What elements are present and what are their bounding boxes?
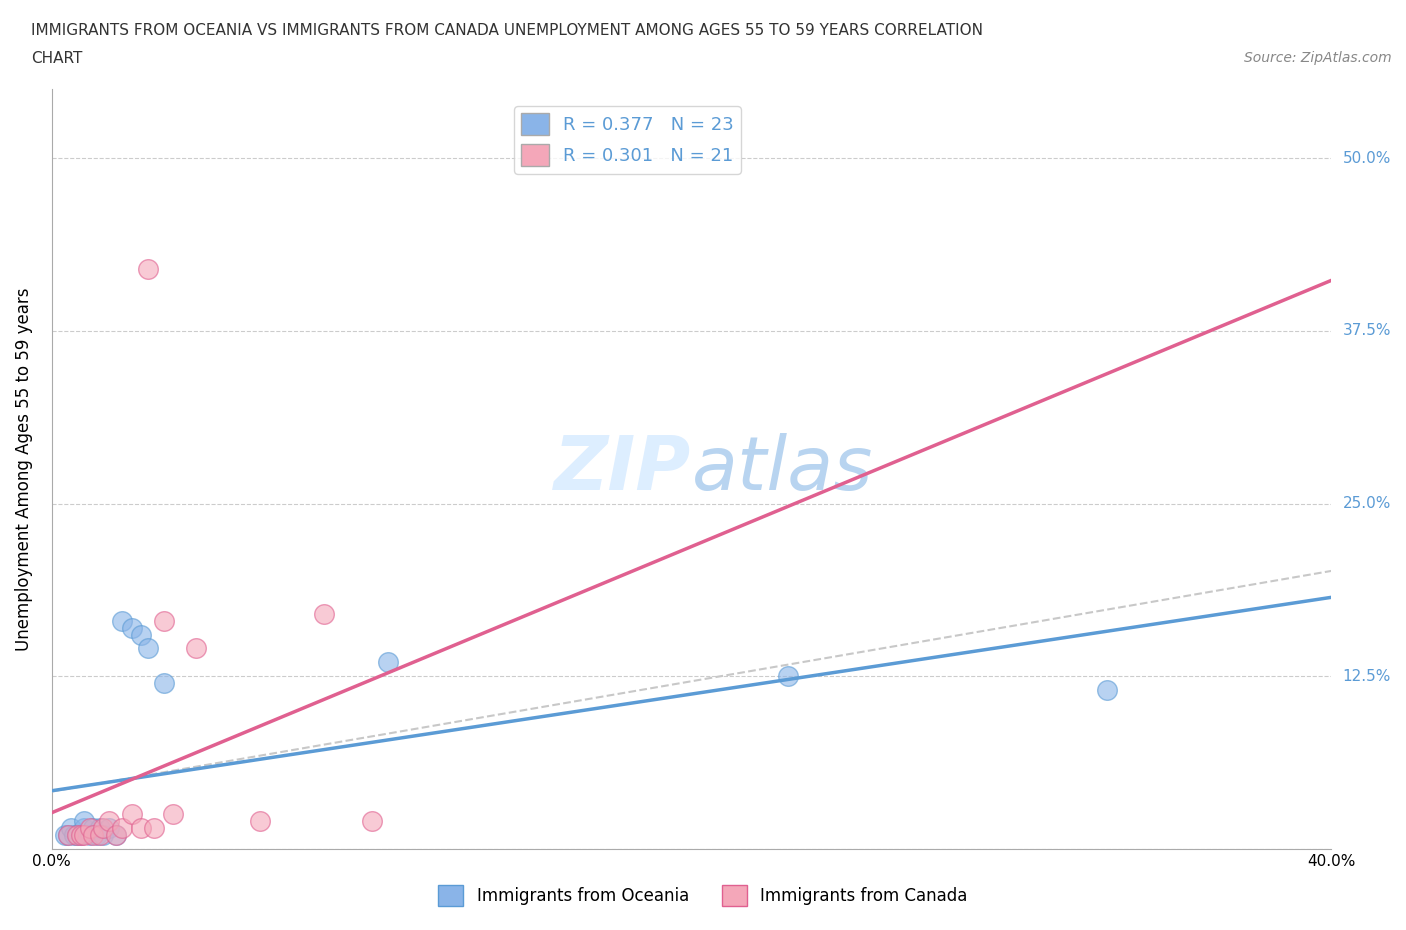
Point — [66, 828, 89, 843]
Point — [121, 806, 143, 821]
Point — [82, 820, 104, 835]
Legend: Immigrants from Oceania, Immigrants from Canada: Immigrants from Oceania, Immigrants from… — [432, 879, 974, 912]
Point — [162, 806, 184, 821]
Y-axis label: Unemployment Among Ages 55 to 59 years: Unemployment Among Ages 55 to 59 years — [15, 287, 32, 651]
Point — [111, 614, 134, 629]
Point — [312, 606, 335, 621]
Text: ZIP: ZIP — [554, 432, 692, 506]
Point — [111, 820, 134, 835]
Point — [56, 828, 79, 843]
Point — [73, 828, 96, 843]
Point — [143, 820, 166, 835]
Point — [89, 828, 111, 843]
Text: 50.0%: 50.0% — [1343, 151, 1391, 166]
Text: 37.5%: 37.5% — [1343, 324, 1391, 339]
Point — [79, 828, 101, 843]
Point — [69, 828, 91, 843]
Point — [98, 820, 121, 835]
Text: IMMIGRANTS FROM OCEANIA VS IMMIGRANTS FROM CANADA UNEMPLOYMENT AMONG AGES 55 TO : IMMIGRANTS FROM OCEANIA VS IMMIGRANTS FR… — [31, 23, 983, 38]
Point — [131, 627, 153, 642]
Point — [73, 820, 96, 835]
Point — [377, 655, 399, 670]
Point — [86, 828, 108, 843]
Point — [152, 614, 174, 629]
Point — [89, 820, 111, 835]
Point — [184, 641, 207, 656]
Point — [249, 814, 271, 829]
Point — [98, 814, 121, 829]
Point — [776, 669, 799, 684]
Point — [121, 620, 143, 635]
Point — [91, 820, 114, 835]
Point — [152, 675, 174, 690]
Point — [59, 820, 82, 835]
Point — [56, 828, 79, 843]
Point — [73, 814, 96, 829]
Point — [1097, 683, 1119, 698]
Point — [136, 261, 159, 276]
Point — [131, 820, 153, 835]
Point — [136, 641, 159, 656]
Legend: R = 0.377   N = 23, R = 0.301   N = 21: R = 0.377 N = 23, R = 0.301 N = 21 — [515, 106, 741, 174]
Point — [104, 828, 127, 843]
Point — [69, 828, 91, 843]
Point — [63, 828, 86, 843]
Text: 25.0%: 25.0% — [1343, 496, 1391, 511]
Point — [79, 820, 101, 835]
Point — [82, 828, 104, 843]
Text: CHART: CHART — [31, 51, 83, 66]
Text: atlas: atlas — [692, 433, 873, 505]
Point — [53, 828, 76, 843]
Text: Source: ZipAtlas.com: Source: ZipAtlas.com — [1244, 51, 1392, 65]
Point — [91, 828, 114, 843]
Point — [66, 828, 89, 843]
Text: 12.5%: 12.5% — [1343, 669, 1391, 684]
Point — [104, 828, 127, 843]
Point — [360, 814, 382, 829]
